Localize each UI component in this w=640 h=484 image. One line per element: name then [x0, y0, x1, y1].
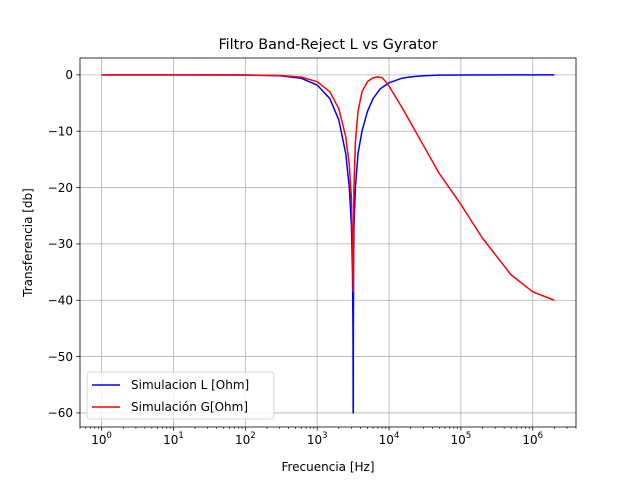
x-tick-label-base: 10 — [235, 433, 250, 447]
x-tick-label: 101 — [163, 431, 184, 447]
legend-box — [86, 371, 275, 420]
y-tick-label: −40 — [48, 294, 73, 308]
y-tick-label: 0 — [65, 68, 73, 82]
x-tick-label-exponent: 3 — [322, 431, 327, 441]
x-tick-label-base: 10 — [91, 433, 106, 447]
series-line-1 — [101, 74, 555, 414]
x-tick-label: 100 — [91, 431, 112, 447]
x-tick-label: 105 — [451, 431, 472, 447]
x-tick-label: 102 — [235, 431, 256, 447]
x-tick-label-exponent: 5 — [466, 431, 471, 441]
x-axis-label: Frecuencia [Hz] — [281, 460, 374, 474]
y-tick-label: −60 — [48, 406, 73, 420]
y-tick-label: −20 — [48, 181, 73, 195]
series-lines — [101, 74, 555, 414]
x-tick-label-exponent: 2 — [250, 431, 255, 441]
x-tick-label-exponent: 1 — [178, 431, 183, 441]
x-tick-label: 106 — [522, 431, 543, 447]
x-tick-label-exponent: 6 — [538, 431, 543, 441]
x-tick-label-base: 10 — [163, 433, 178, 447]
x-tick-label-base: 10 — [307, 433, 322, 447]
x-tick-label: 104 — [379, 431, 400, 447]
x-tick-label-base: 10 — [451, 433, 466, 447]
y-tick-label: −50 — [48, 350, 73, 364]
x-tick-label-base: 10 — [522, 433, 537, 447]
axes-frame — [79, 57, 577, 428]
legend-label-series-1: Simulacion L [Ohm] — [131, 378, 249, 392]
x-tick-label-exponent: 4 — [394, 431, 399, 441]
x-tick-label: 103 — [307, 431, 328, 447]
legend-label-series-2: Simulación G[Ohm] — [131, 400, 248, 414]
x-tick-label-base: 10 — [379, 433, 394, 447]
y-axis-label: Transferencia [db] — [21, 188, 35, 298]
chart-title: Filtro Band-Reject L vs Gyrator — [218, 37, 437, 53]
series-line-2 — [101, 74, 555, 301]
x-tick-label-exponent: 0 — [107, 431, 112, 441]
legend: Simulacion L [Ohm] Simulación G[Ohm] — [86, 371, 275, 420]
y-tick-label: −30 — [48, 237, 73, 251]
y-tick-label: −10 — [48, 125, 73, 139]
